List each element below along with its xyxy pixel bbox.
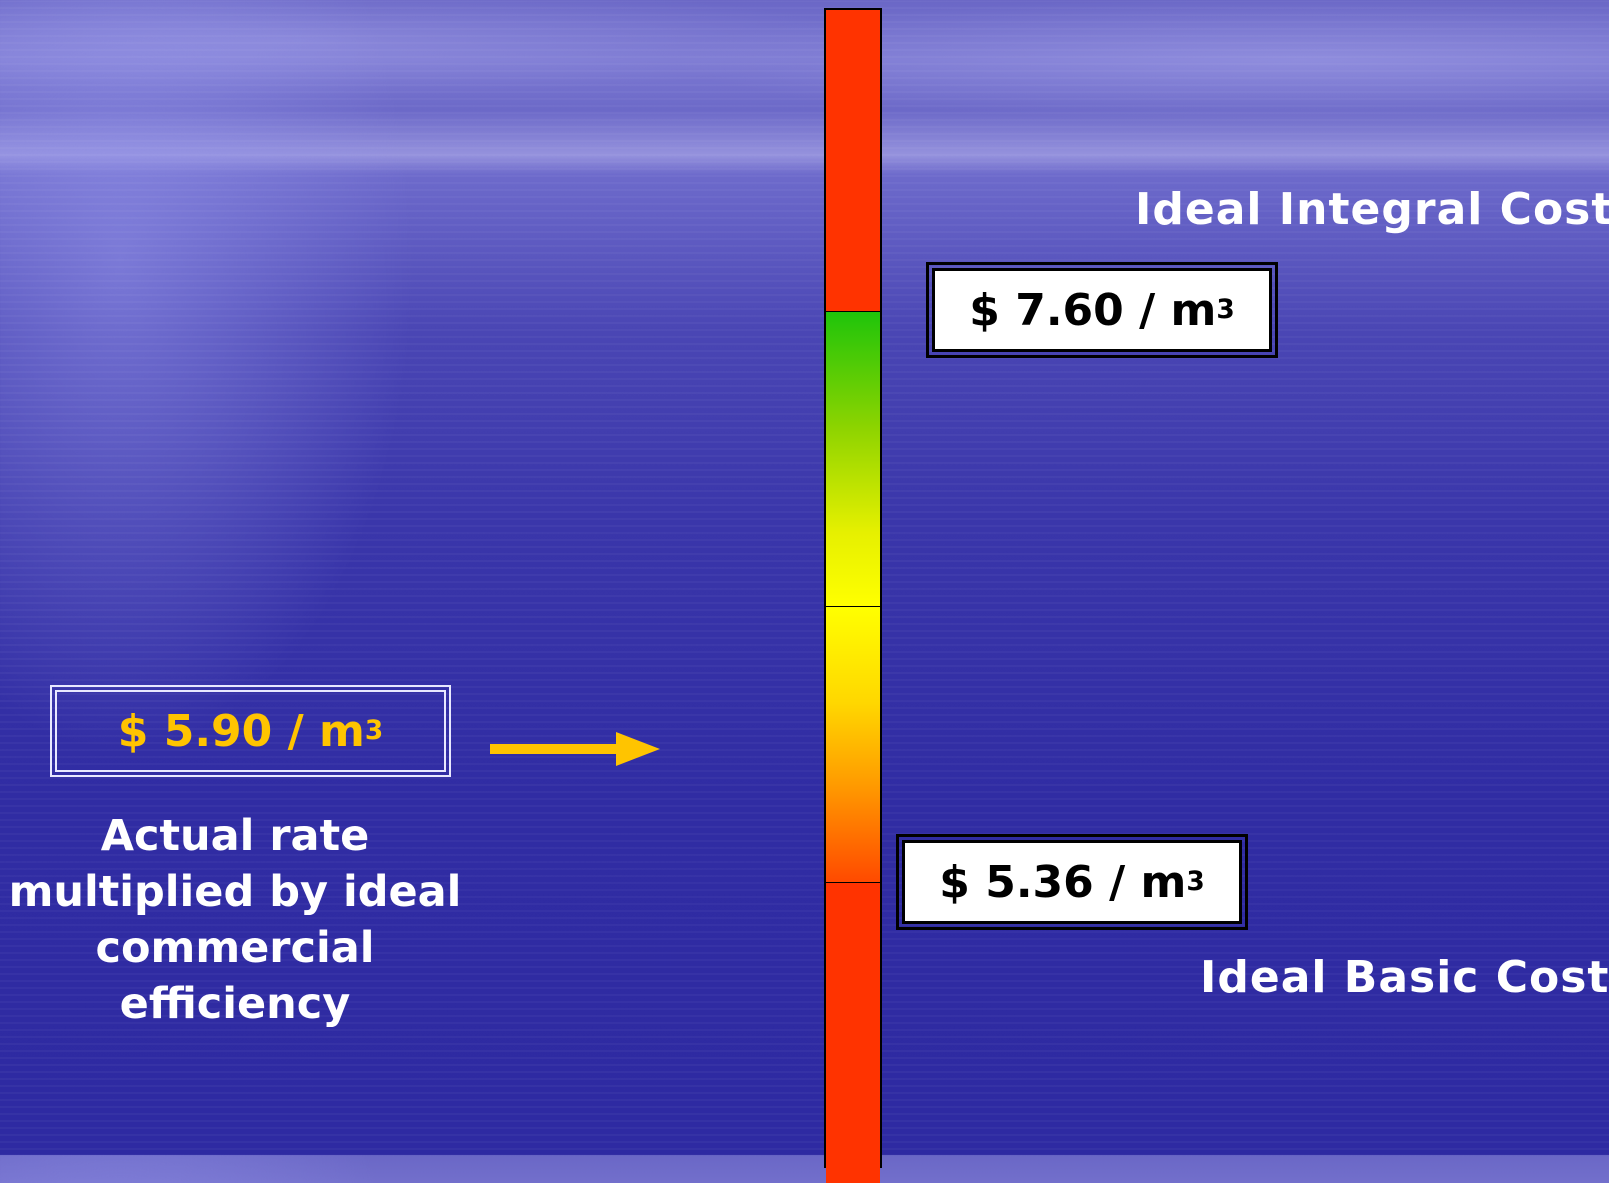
- description-line: efficiency: [119, 979, 351, 1029]
- right-arrow-icon: [490, 732, 660, 766]
- description-line: multiplied by ideal: [8, 867, 462, 917]
- ideal-basic-cost-label: Ideal Basic Cost: [1200, 952, 1609, 1003]
- scale-segment-red-bottom: [826, 883, 880, 1183]
- description-line: Actual rate: [100, 811, 370, 861]
- cost-scale-bar: [824, 8, 882, 1183]
- scale-segment-red-top: [826, 10, 880, 312]
- price-top-amount: $ 7.60 / m: [969, 284, 1217, 336]
- ideal-integral-cost-label: Ideal Integral Cost: [1135, 184, 1609, 235]
- scale-segment-yellow-orange: [826, 607, 880, 883]
- actual-rate-description: Actual rate multiplied by ideal commerci…: [0, 808, 470, 1032]
- price-bottom-amount: $ 5.36 / m: [939, 856, 1187, 908]
- arrow-head: [616, 732, 660, 766]
- arrow-shaft: [490, 744, 618, 754]
- scale-segment-green-yellow: [826, 312, 880, 607]
- description-line: commercial: [95, 923, 375, 973]
- actual-price-amount: $ 5.90 / m: [117, 705, 365, 757]
